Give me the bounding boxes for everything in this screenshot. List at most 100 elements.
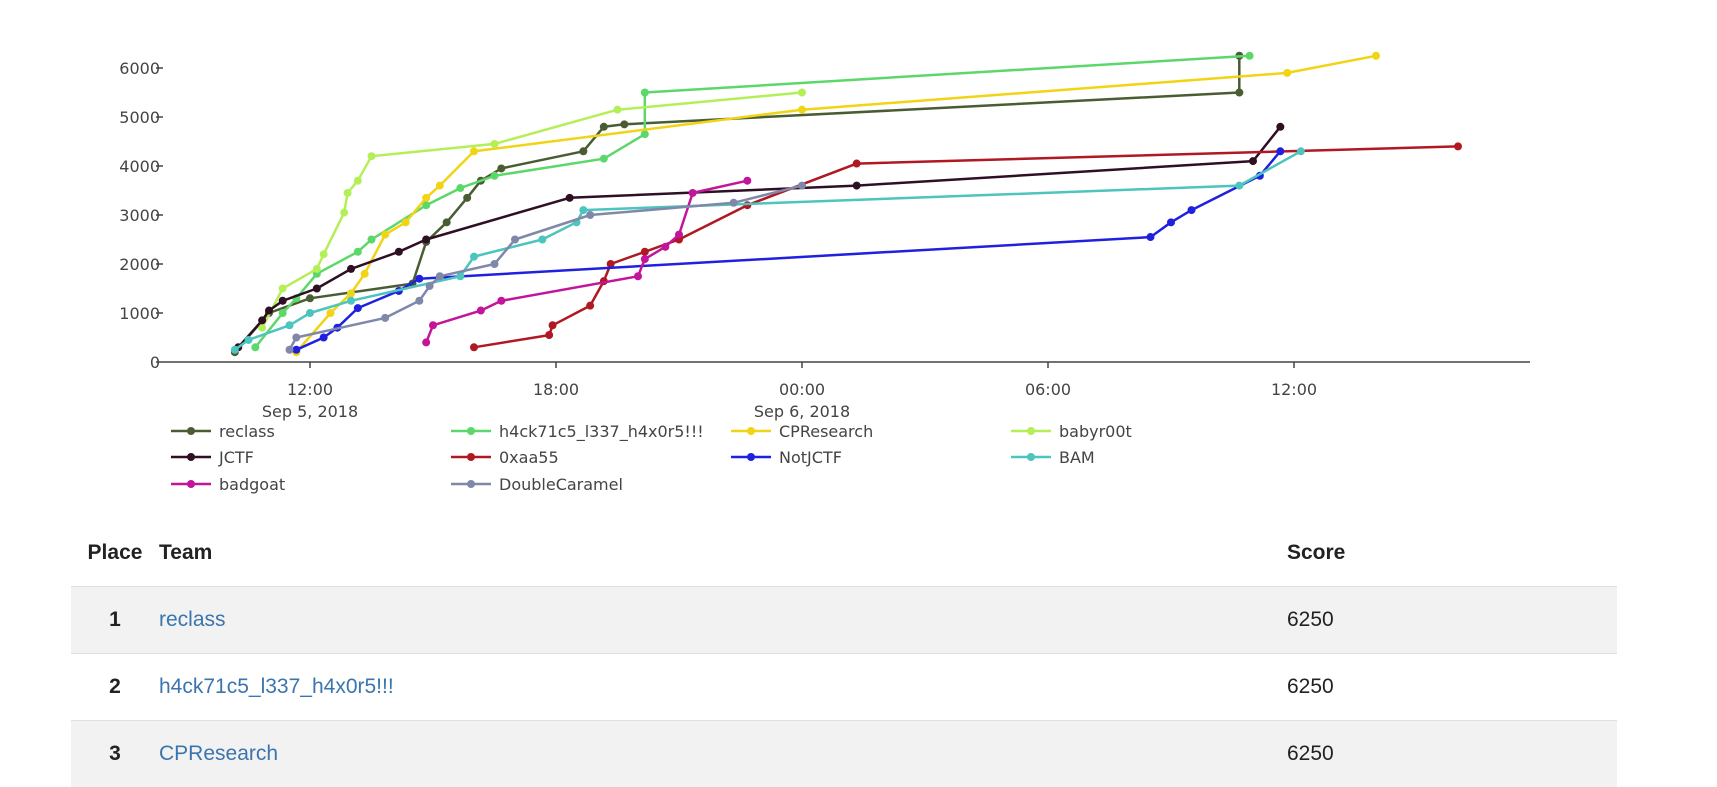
legend-item[interactable]: JCTF <box>171 448 254 467</box>
legend-label: 0xaa55 <box>499 448 559 467</box>
data-point <box>600 123 608 131</box>
legend-item[interactable]: h4ck71c5_l337_h4x0r5!!! <box>451 422 704 442</box>
data-point <box>798 182 806 190</box>
data-point <box>340 209 348 217</box>
table-row: 3 CPResearch 6250 <box>71 721 1617 787</box>
y-tick-label: 3000 <box>119 206 160 225</box>
data-point <box>279 285 287 293</box>
place-cell: 2 <box>71 654 159 721</box>
series-BAM <box>231 147 1305 353</box>
series-line <box>296 56 1376 352</box>
data-point <box>641 89 649 97</box>
legend-item[interactable]: reclass <box>171 422 275 441</box>
data-point <box>1188 206 1196 214</box>
data-point <box>743 177 751 185</box>
y-tick-label: 6000 <box>119 59 160 78</box>
data-point <box>443 218 451 226</box>
data-point <box>436 182 444 190</box>
x-tick-label: 12:00 <box>287 380 333 399</box>
data-point <box>258 316 266 324</box>
legend-item[interactable]: NotJCTF <box>731 448 842 467</box>
y-tick-label: 4000 <box>119 157 160 176</box>
data-point <box>395 248 403 256</box>
scoreboard-table: Place Team Score 1 reclass 6250 2 h4ck71… <box>71 520 1617 787</box>
table-row: 2 h4ck71c5_l337_h4x0r5!!! 6250 <box>71 654 1617 721</box>
data-point <box>586 211 594 219</box>
data-point <box>579 147 587 155</box>
series-DoubleCaramel <box>286 182 807 354</box>
score-cell: 6250 <box>1287 654 1617 721</box>
legend-swatch-marker <box>747 427 755 435</box>
series-line <box>235 151 1301 349</box>
data-point <box>470 343 478 351</box>
legend-item[interactable]: CPResearch <box>731 422 873 441</box>
scoreboard-table-container: Place Team Score 1 reclass 6250 2 h4ck71… <box>71 520 1617 787</box>
data-point <box>422 236 430 244</box>
legend-label: reclass <box>219 422 275 441</box>
data-point <box>436 272 444 280</box>
place-cell: 1 <box>71 587 159 654</box>
table-row: 1 reclass 6250 <box>71 587 1617 654</box>
legend-item[interactable]: 0xaa55 <box>451 448 559 467</box>
y-tick-label: 5000 <box>119 108 160 127</box>
data-point <box>320 250 328 258</box>
data-point <box>566 194 574 202</box>
legend-swatch-marker <box>467 427 475 435</box>
x-tick-label: 18:00 <box>533 380 579 399</box>
x-tick-date-label: Sep 5, 2018 <box>262 402 358 421</box>
data-point <box>368 236 376 244</box>
data-point <box>279 309 287 317</box>
data-point <box>381 231 389 239</box>
data-point <box>402 218 410 226</box>
data-point <box>422 338 430 346</box>
data-point <box>1297 147 1305 155</box>
team-link[interactable]: reclass <box>159 608 226 631</box>
data-point <box>354 177 362 185</box>
data-point <box>354 304 362 312</box>
data-point <box>313 265 321 273</box>
data-point <box>327 309 335 317</box>
data-point <box>511 236 519 244</box>
y-tick-label: 2000 <box>119 255 160 274</box>
legend-swatch-marker <box>1027 453 1035 461</box>
place-column-header: Place <box>71 520 159 587</box>
legend-swatch-marker <box>467 480 475 488</box>
data-point <box>497 297 505 305</box>
series-layer <box>231 52 1462 356</box>
team-link[interactable]: CPResearch <box>159 742 278 765</box>
legend-item[interactable]: BAM <box>1011 448 1095 467</box>
data-point <box>415 297 423 305</box>
legend-label: h4ck71c5_l337_h4x0r5!!! <box>499 422 704 442</box>
data-point <box>853 160 861 168</box>
legend-label: JCTF <box>218 448 254 467</box>
data-point <box>347 265 355 273</box>
data-point <box>361 270 369 278</box>
team-column-header: Team <box>159 520 1287 587</box>
data-point <box>1235 89 1243 97</box>
x-tick-date-label: Sep 6, 2018 <box>754 402 850 421</box>
legend-item[interactable]: badgoat <box>171 475 285 494</box>
data-point <box>798 89 806 97</box>
data-point <box>422 194 430 202</box>
data-point <box>320 334 328 342</box>
x-tick-label: 06:00 <box>1025 380 1071 399</box>
legend-swatch-marker <box>747 453 755 461</box>
legend-swatch-marker <box>187 480 195 488</box>
legend-item[interactable]: DoubleCaramel <box>451 475 623 494</box>
x-tick-label: 12:00 <box>1271 380 1317 399</box>
score-column-header: Score <box>1287 520 1617 587</box>
legend-item[interactable]: babyr00t <box>1011 422 1132 441</box>
data-point <box>853 182 861 190</box>
data-point <box>306 309 314 317</box>
team-link[interactable]: h4ck71c5_l337_h4x0r5!!! <box>159 675 394 698</box>
series-CPResearch <box>292 52 1380 356</box>
data-point <box>477 307 485 315</box>
table-header-row: Place Team Score <box>71 520 1617 587</box>
data-point <box>292 346 300 354</box>
data-point <box>641 130 649 138</box>
data-point <box>1147 233 1155 241</box>
data-point <box>231 346 239 354</box>
data-point <box>1246 52 1254 60</box>
data-point <box>491 260 499 268</box>
